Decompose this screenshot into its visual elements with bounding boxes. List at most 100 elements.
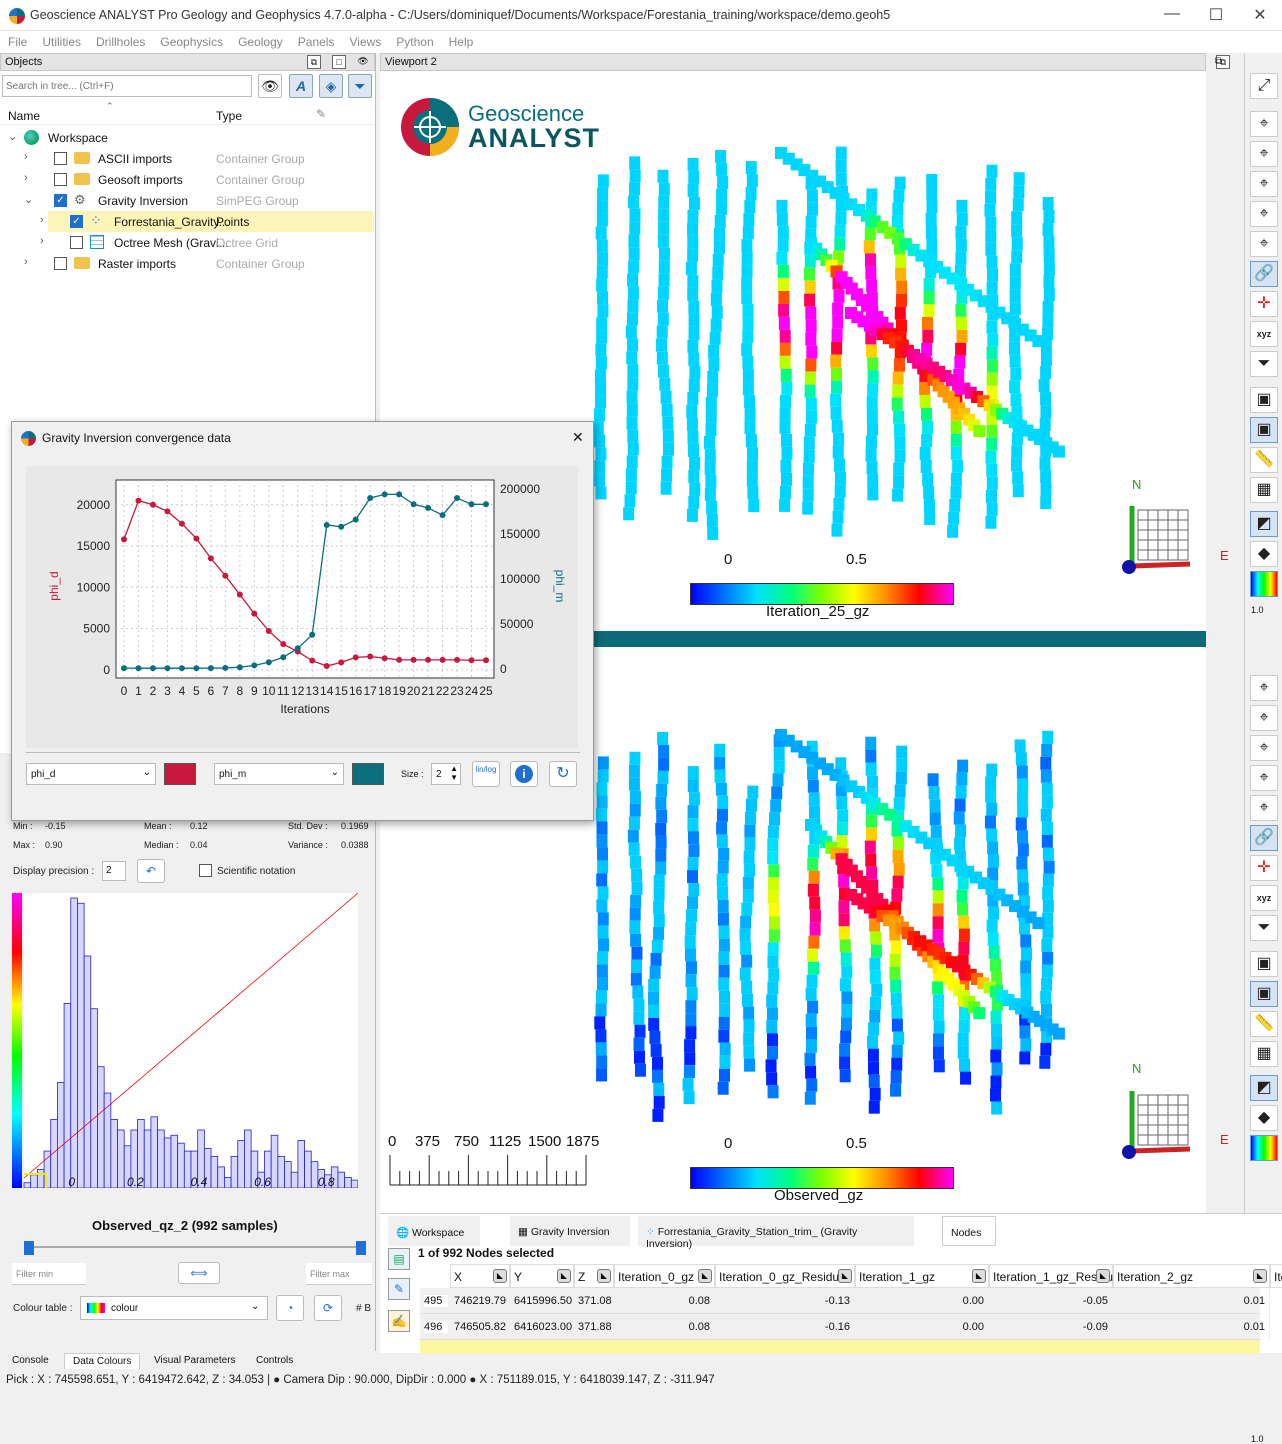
target-icon[interactable]: ⌖: [1250, 141, 1278, 167]
box-icon[interactable]: ▣: [1250, 387, 1278, 413]
table-cell[interactable]: 371.08: [574, 1288, 614, 1314]
chevron-right-icon[interactable]: ›: [24, 256, 28, 268]
table-cell[interactable]: 746505.82: [450, 1314, 510, 1340]
precision-spinbox[interactable]: 2: [102, 861, 126, 881]
top-map-view[interactable]: [380, 133, 1206, 553]
range-slider[interactable]: [24, 1241, 366, 1255]
column-header[interactable]: Iterat: [1270, 1264, 1282, 1288]
column-options-icon[interactable]: ◣: [597, 1269, 611, 1283]
visibility-checkbox[interactable]: [70, 236, 83, 249]
close-icon[interactable]: ✕: [572, 429, 584, 445]
float-icon[interactable]: ⧉: [307, 55, 321, 69]
close-icon[interactable]: ✕: [1253, 7, 1267, 24]
tab-nodes[interactable]: Nodes: [942, 1216, 996, 1246]
filter-max-input[interactable]: Filter max: [306, 1263, 372, 1285]
maximize-panel-icon[interactable]: □: [332, 55, 346, 69]
box-icon[interactable]: ▣: [1250, 951, 1278, 977]
bucket-icon[interactable]: ◆: [1250, 1105, 1278, 1131]
histogram-chart[interactable]: 00.20.40.60.8020406080100: [12, 888, 358, 1188]
visibility-checkbox[interactable]: [54, 173, 67, 186]
series2-select[interactable]: phi_m ⌄: [214, 763, 344, 785]
chevron-right-icon[interactable]: ›: [24, 172, 28, 184]
menu-file[interactable]: File: [8, 35, 28, 49]
hide-icon[interactable]: 👁: [357, 56, 369, 66]
column-options-icon[interactable]: ◣: [557, 1269, 571, 1283]
shape-icon[interactable]: ◈: [319, 74, 343, 98]
filter-min-input[interactable]: Filter min: [12, 1263, 86, 1285]
tab-gravity-inversion[interactable]: ▦ Gravity Inversion: [510, 1216, 630, 1246]
chevron-right-icon[interactable]: ›: [40, 214, 44, 226]
column-header[interactable]: Iteration_2_gz ◣: [1113, 1264, 1270, 1288]
refresh-button[interactable]: ⟳: [314, 1295, 342, 1321]
chevron-down-icon[interactable]: ⌄: [8, 131, 18, 143]
menu-utilities[interactable]: Utilities: [42, 35, 82, 49]
box-icon[interactable]: ▣: [1250, 981, 1278, 1007]
table-cell[interactable]: -0.13: [715, 1288, 855, 1314]
selected-row[interactable]: [420, 1340, 1260, 1354]
table-row[interactable]: 496 746505.82 6416023.00 371.88 0.08 -0.16 0.0…: [420, 1314, 1270, 1340]
data-grid[interactable]: X ◣ Y ◣ Z ◣ Iteration_0_gz ◣ Iteration_0_gz_Resi…: [420, 1214, 1282, 1354]
column-header[interactable]: Iteration_0_gz ◣: [614, 1264, 715, 1288]
pencil-icon[interactable]: ✎: [316, 107, 327, 121]
table-cell[interactable]: 0.08: [614, 1288, 715, 1314]
chevron-right-icon[interactable]: ›: [40, 235, 44, 247]
tree-row[interactable]: ⌄ ✓ ⚙ Gravity Inversion SimPEG Group: [0, 190, 374, 211]
table-cell[interactable]: 0.00: [855, 1314, 989, 1340]
table-row[interactable]: 495 746219.79 6415996.50 371.08 0.08 -0.13 0.0…: [420, 1288, 1270, 1314]
filter-icon[interactable]: ⏷: [348, 74, 372, 98]
menu-views[interactable]: Views: [349, 35, 382, 49]
crosshair-icon[interactable]: ✛: [1250, 291, 1278, 317]
link-icon[interactable]: 🔗: [1250, 825, 1278, 851]
visibility-checkbox[interactable]: ✓: [54, 194, 67, 207]
info-icon[interactable]: i: [510, 761, 538, 787]
minimize-icon[interactable]: —: [1164, 5, 1180, 22]
table-cell[interactable]: 0.01: [1113, 1288, 1270, 1314]
colour-settings-button[interactable]: ◔: [276, 1295, 304, 1321]
size-spinbox[interactable]: 2 ▲ ▼: [431, 763, 461, 785]
grid-icon[interactable]: ▦: [1250, 477, 1278, 503]
table-cell[interactable]: 0.08: [614, 1314, 715, 1340]
table-cell[interactable]: 6416023.00: [510, 1314, 574, 1340]
tree-row[interactable]: › Geosoft imports Container Group: [0, 169, 374, 190]
link-icon[interactable]: 🔗: [1250, 261, 1278, 287]
grid-icon[interactable]: ▦: [1250, 1041, 1278, 1067]
filter-icon[interactable]: ⏷: [1250, 351, 1278, 377]
colour-table-select[interactable]: colour ⌄: [80, 1296, 268, 1320]
column-header[interactable]: Z ◣: [574, 1264, 614, 1288]
lin-log-button[interactable]: lin/log: [472, 761, 500, 787]
column-options-icon[interactable]: ◣: [838, 1269, 852, 1283]
chevron-right-icon[interactable]: ›: [24, 151, 28, 163]
chart-icon[interactable]: ◩: [1250, 1075, 1278, 1101]
col-type-header[interactable]: Type: [216, 109, 243, 123]
tree-row[interactable]: › Raster imports Container Group: [0, 253, 374, 274]
xyz-icon[interactable]: xyz: [1250, 885, 1278, 911]
eye-icon[interactable]: 👁: [258, 74, 282, 98]
target-icon[interactable]: ⌖: [1250, 201, 1278, 227]
target-icon[interactable]: ⌖: [1250, 171, 1278, 197]
chevron-down-icon[interactable]: ⌄: [24, 194, 34, 206]
reset-icon[interactable]: ↻: [549, 761, 577, 787]
table-cell[interactable]: -0.05: [989, 1288, 1113, 1314]
target-icon[interactable]: ⌖: [1250, 675, 1278, 701]
tab-visual-parameters[interactable]: Visual Parameters: [154, 1355, 236, 1366]
series2-color-button[interactable]: [352, 763, 384, 785]
tree-row[interactable]: › ASCII imports Container Group: [0, 148, 374, 169]
tree-search-input[interactable]: Search in tree... (Ctrl+F): [2, 75, 252, 97]
column-options-icon[interactable]: ◣: [1096, 1269, 1110, 1283]
series1-color-button[interactable]: [164, 763, 196, 785]
target-icon[interactable]: ⌖: [1250, 795, 1278, 821]
target-icon[interactable]: ⌖: [1250, 705, 1278, 731]
column-header[interactable]: Iteration_1_gz_Residual ◣: [989, 1264, 1122, 1288]
menu-python[interactable]: Python: [396, 35, 434, 49]
table-cell[interactable]: -0.09: [989, 1314, 1113, 1340]
column-options-icon[interactable]: ◣: [493, 1269, 507, 1283]
target-icon[interactable]: ⌖: [1250, 765, 1278, 791]
filter-link-button[interactable]: ⟺: [178, 1262, 220, 1284]
table-cell[interactable]: 746219.79: [450, 1288, 510, 1314]
column-header[interactable]: Iteration_1_gz ◣: [855, 1264, 989, 1288]
float-icon[interactable]: ⧉: [1216, 55, 1230, 69]
scientific-checkbox[interactable]: [199, 864, 212, 877]
tab-points-object[interactable]: ⁘ Forrestania_Gravity_Station_trim_ (Gra…: [638, 1216, 914, 1250]
menu-geology[interactable]: Geology: [238, 35, 283, 49]
column-options-icon[interactable]: ◣: [1253, 1269, 1267, 1283]
